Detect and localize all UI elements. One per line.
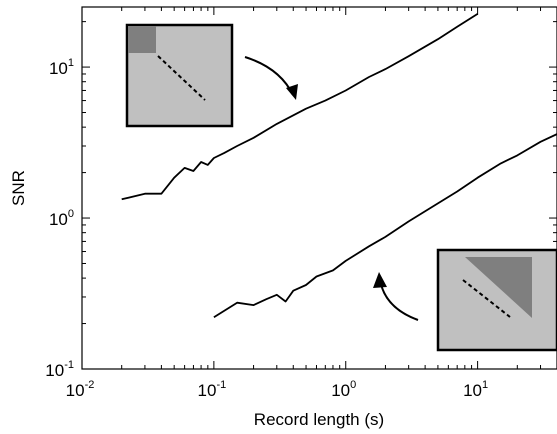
y-tick-label: 101	[49, 57, 74, 78]
y-axis-label: SNR	[9, 170, 28, 206]
arrow-head-upper	[286, 84, 298, 100]
series-line-1	[121, 13, 479, 201]
inset-upper-triangle	[436, 248, 557, 352]
x-tick-label: 10-2	[66, 379, 95, 400]
x-tick-label: 100	[331, 379, 356, 400]
inset-top-left-square	[125, 23, 234, 128]
x-tick-label: 10-1	[198, 379, 227, 400]
series-group	[121, 13, 557, 319]
y-tick-label: 10-1	[45, 359, 74, 380]
x-axis-label: Record length (s)	[254, 410, 384, 429]
x-tick-label: 101	[463, 379, 488, 400]
y-tick-label: 100	[49, 208, 74, 229]
arrow-head-lower	[373, 272, 387, 288]
series-line-2	[213, 133, 557, 319]
